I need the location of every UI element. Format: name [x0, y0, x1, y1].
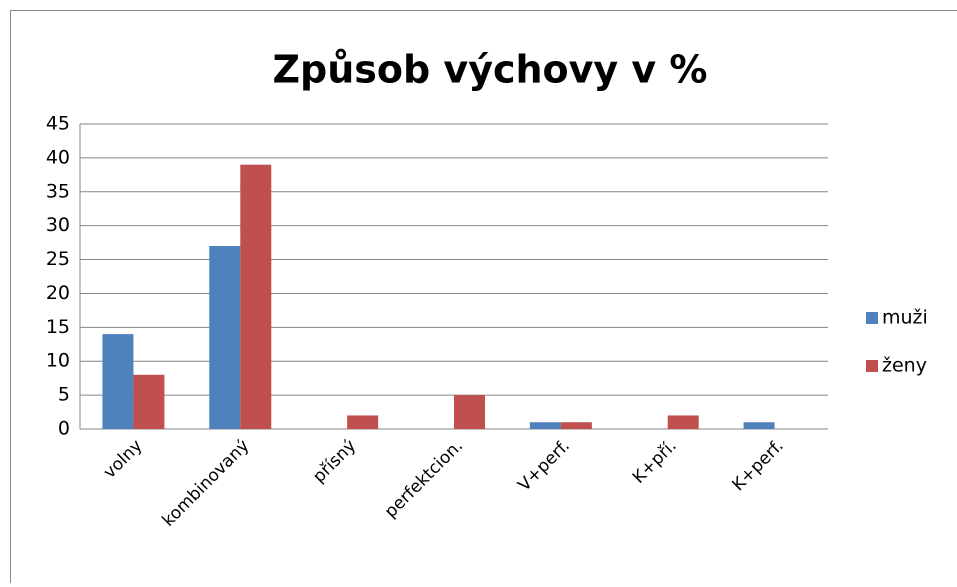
- y-tick-label: 5: [58, 384, 70, 406]
- y-tick-label: 20: [46, 282, 70, 304]
- y-tick-label: 25: [46, 248, 70, 270]
- bar: [530, 422, 561, 429]
- y-tick-label: 0: [58, 418, 70, 440]
- y-tick-label: 45: [46, 113, 70, 135]
- y-tick-label: 10: [46, 350, 70, 372]
- legend-swatch: [866, 360, 878, 372]
- bar: [347, 415, 378, 429]
- y-tick-label: 15: [46, 316, 70, 338]
- legend-swatch: [866, 312, 878, 324]
- legend-label: ženy: [882, 355, 927, 377]
- chart-title: Způsob výchovy v %: [272, 48, 707, 92]
- y-tick-label: 40: [46, 146, 70, 168]
- y-tick-label: 30: [46, 214, 70, 236]
- bar: [744, 422, 775, 429]
- y-tick-label: 35: [46, 180, 70, 202]
- chart-frame: [11, 11, 957, 584]
- bar: [209, 246, 240, 429]
- bar: [454, 395, 485, 429]
- legend-label: muži: [882, 307, 928, 329]
- bar: [102, 334, 133, 429]
- bar: [240, 165, 271, 429]
- bar: [561, 422, 592, 429]
- bar: [133, 375, 164, 429]
- bar: [668, 415, 699, 429]
